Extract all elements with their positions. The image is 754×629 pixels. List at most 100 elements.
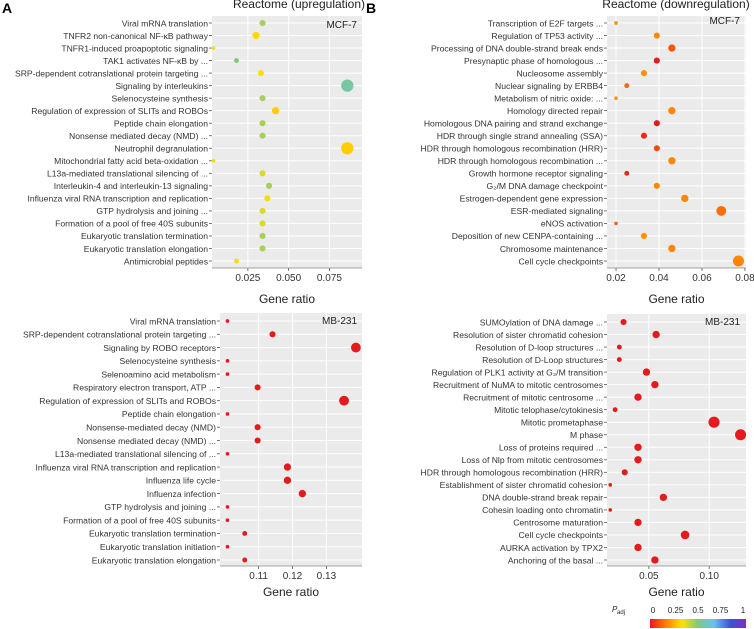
data-point xyxy=(651,380,659,389)
data-point xyxy=(254,384,261,391)
term-label: DNA double-strand break repair xyxy=(482,493,603,503)
x-tick-label: 0.12 xyxy=(283,571,303,582)
data-point xyxy=(271,107,280,115)
term-label: Influenza viral RNA transcription and re… xyxy=(27,194,208,204)
term-label: Loss of Nlp from mitotic centrosomes xyxy=(462,455,603,465)
data-point xyxy=(259,170,266,177)
term-label: TAK1 activates NF-κB by ... xyxy=(103,56,208,66)
term-label: G₂/M DNA damage checkpoint xyxy=(486,181,603,191)
term-label: Metabolism of nitric oxide: ... xyxy=(494,93,603,103)
data-point xyxy=(341,79,354,92)
term-label: SUMOylation of DNA damage ... xyxy=(480,317,603,327)
data-point xyxy=(242,531,248,536)
data-point xyxy=(608,508,613,512)
panel-label-a: A xyxy=(2,0,12,16)
colorbar-tick-label: 0.25 xyxy=(668,606,684,615)
term-label: Deposition of new CENPA-containing ... xyxy=(452,231,603,241)
x-tick-label: 0.025 xyxy=(235,273,260,284)
data-point xyxy=(634,443,642,451)
term-label: Nuclear signaling by ERBB4 xyxy=(495,81,603,91)
term-label: Influenza viral RNA transcription and re… xyxy=(35,462,216,472)
term-label: Regulation of expression of SLITs and RO… xyxy=(31,106,208,116)
data-point xyxy=(225,518,230,522)
term-label: Antimicrobial peptides xyxy=(124,256,208,266)
data-point xyxy=(341,142,354,155)
x-tick-label: 0.08 xyxy=(735,273,754,284)
term-label: HDR through homologous recombination (HR… xyxy=(421,468,604,478)
data-point xyxy=(234,258,239,264)
term-label: ESR-mediated signaling xyxy=(511,206,603,216)
data-point xyxy=(225,544,230,549)
data-point xyxy=(621,469,628,476)
term-label: Centrosome maturation xyxy=(513,518,603,528)
data-point xyxy=(211,158,216,163)
data-point xyxy=(283,476,292,485)
colorbar-tick-label: 0 xyxy=(651,606,656,615)
term-label: Selenoamino acid metabolism xyxy=(101,369,216,379)
data-point xyxy=(620,318,627,326)
data-point xyxy=(653,120,660,127)
data-point xyxy=(653,32,660,39)
data-point xyxy=(624,83,630,89)
term-label: Viral mRNA translation xyxy=(122,18,209,28)
data-point xyxy=(653,182,660,189)
term-label: Eukaryotic translation elongation xyxy=(84,244,208,254)
term-label: Neutrophil degranulation xyxy=(114,144,208,154)
term-label: Respiratory electron transport, ATP ... xyxy=(73,383,216,393)
data-point xyxy=(225,359,230,363)
term-label: Processing of DNA double-strand break en… xyxy=(431,43,603,53)
data-point xyxy=(612,407,618,413)
term-label: Transcription of E2F targets ... xyxy=(488,18,603,28)
term-label: Nonsense mediated decay (NMD) ... xyxy=(77,436,216,446)
data-point xyxy=(259,220,266,227)
term-label: Loss of proteins required ... xyxy=(499,443,603,453)
term-label: Estrogen-dependent gene expression xyxy=(460,194,604,204)
term-label: Chromosome maintenance xyxy=(500,244,603,254)
term-label: Regulation of expression of SLITs and RO… xyxy=(39,396,216,406)
x-tick-label: 0.13 xyxy=(317,571,337,582)
data-point xyxy=(640,70,648,77)
data-point xyxy=(614,221,618,226)
x-axis-label: Gene ratio xyxy=(648,585,704,599)
data-point xyxy=(242,557,248,563)
cell-line-label: MB-231 xyxy=(705,317,740,328)
term-label: TNFR2 non-canonical NF-κB pathway xyxy=(63,31,208,41)
data-point xyxy=(642,368,651,376)
term-label: SRP-dependent cotranslational protein ta… xyxy=(15,68,208,78)
term-label: GTP hydrolysis and joining ... xyxy=(104,502,216,512)
data-point xyxy=(339,395,349,406)
data-point xyxy=(254,424,261,431)
cell-line-label: MB-231 xyxy=(322,316,357,327)
chart-panel-1: 0.025 0.050 0.075 Viral mRNA translation TNF… xyxy=(15,0,365,306)
term-label: Signaling by ROBO receptors xyxy=(103,343,216,353)
term-label: Recruitment of mitotic centrosome ... xyxy=(463,392,603,402)
colorbar-title: P xyxy=(612,605,618,614)
cell-line-label: MCF-7 xyxy=(709,16,740,27)
data-point xyxy=(259,95,266,102)
term-label: Peptide chain elongation xyxy=(122,409,216,419)
term-label: Cell cycle checkpoints xyxy=(518,530,603,540)
term-label: TNFR1-induced proapoptotic signaling xyxy=(61,43,208,53)
data-point xyxy=(668,244,676,253)
term-label: L13a-mediated translational silencing of… xyxy=(47,169,208,179)
colorbar-gradient xyxy=(650,619,746,628)
data-point xyxy=(732,255,745,267)
x-axis-label: Gene ratio xyxy=(263,585,319,599)
data-point xyxy=(269,331,276,338)
data-point xyxy=(259,120,266,127)
data-point xyxy=(225,372,230,376)
chart-title: Reactome (downregulation) xyxy=(602,0,749,11)
term-label: Establishment of sister chromatid cohesi… xyxy=(440,480,604,490)
term-label: Growth hormone receptor signaling xyxy=(469,169,603,179)
x-tick-label: 0.11 xyxy=(249,571,268,582)
chart-panels: 0.025 0.050 0.075 Viral mRNA translation TNF… xyxy=(15,0,754,599)
term-label: Mitochondrial fatty acid beta-oxidation … xyxy=(54,156,208,166)
data-point xyxy=(264,195,271,202)
term-label: HDR through single strand annealing (SSA… xyxy=(437,131,603,141)
data-point xyxy=(266,182,273,189)
term-label: eNOS activation xyxy=(541,219,603,229)
data-point xyxy=(668,107,676,115)
term-label: Nucleosome assembly xyxy=(517,68,604,78)
data-point xyxy=(668,44,676,52)
